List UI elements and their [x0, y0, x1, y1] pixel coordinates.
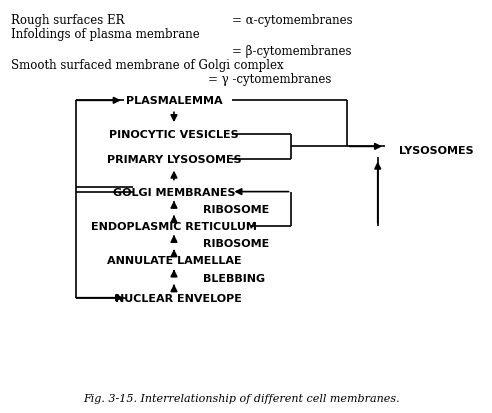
- Text: GOLGI MEMBRANES: GOLGI MEMBRANES: [113, 187, 235, 197]
- Text: PLASMALEMMA: PLASMALEMMA: [125, 96, 222, 106]
- Text: PRIMARY LYSOSOMES: PRIMARY LYSOSOMES: [107, 154, 241, 164]
- Text: ANNULATE LAMELLAE: ANNULATE LAMELLAE: [107, 256, 241, 266]
- Text: NUCLEAR ENVELOPE: NUCLEAR ENVELOPE: [115, 293, 242, 303]
- Text: = α-cytomembranes: = α-cytomembranes: [232, 14, 352, 27]
- Text: Rough surfaces ER: Rough surfaces ER: [11, 14, 124, 27]
- Text: Fig. 3-15. Interrelationship of different cell membranes.: Fig. 3-15. Interrelationship of differen…: [83, 394, 400, 404]
- Text: ENDOPLASMIC RETICULUM: ENDOPLASMIC RETICULUM: [91, 221, 257, 231]
- Text: PINOCYTIC VESICLES: PINOCYTIC VESICLES: [109, 130, 239, 140]
- Text: Smooth surfaced membrane of Golgi complex: Smooth surfaced membrane of Golgi comple…: [11, 59, 283, 72]
- Text: RIBOSOME: RIBOSOME: [203, 238, 269, 248]
- Text: BLEBBING: BLEBBING: [203, 273, 265, 283]
- Text: LYSOSOMES: LYSOSOMES: [400, 146, 474, 156]
- Text: Infoldings of plasma membrane: Infoldings of plasma membrane: [11, 28, 200, 41]
- Text: = γ -cytomembranes: = γ -cytomembranes: [208, 73, 331, 86]
- Text: RIBOSOME: RIBOSOME: [203, 204, 269, 214]
- Text: = β-cytomembranes: = β-cytomembranes: [232, 45, 351, 57]
